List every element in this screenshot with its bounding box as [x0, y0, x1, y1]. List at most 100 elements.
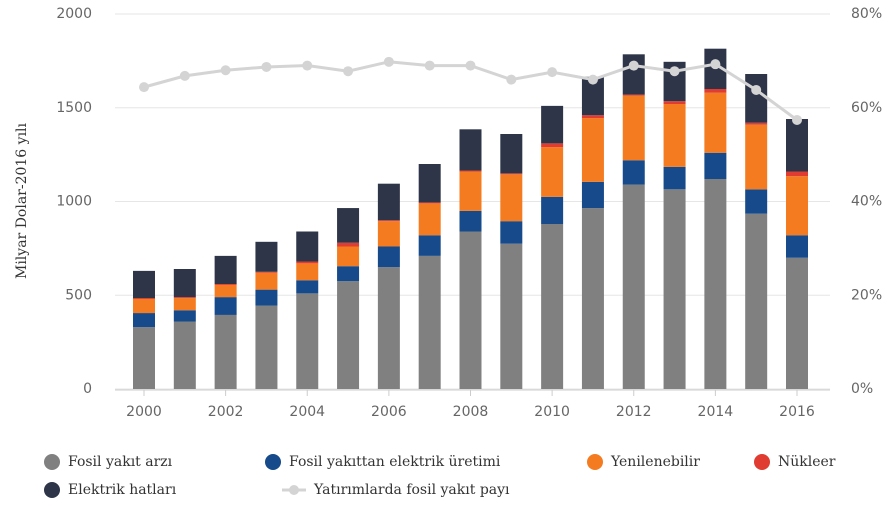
bar-segment: [745, 189, 768, 214]
line-point: [547, 67, 558, 78]
bar-segment: [337, 242, 360, 247]
bar-segment: [377, 183, 400, 221]
bar-segment: [581, 118, 604, 182]
bar-segment: [214, 284, 237, 298]
bar-segment: [296, 263, 319, 281]
legend-label: Elektrik hatları: [68, 482, 177, 498]
bar-segment: [745, 122, 768, 125]
bar-segment: [622, 95, 645, 161]
legend-label: Fosil yakıttan elektrik üretimi: [289, 454, 501, 470]
legend-marker: [754, 454, 770, 470]
bar-segment: [704, 89, 727, 93]
bar-segment: [704, 179, 727, 389]
bar-segment: [296, 280, 319, 294]
legend-label: Yenilenebilir: [610, 454, 700, 470]
bar-segment: [745, 124, 768, 190]
line-point: [383, 56, 394, 67]
bar-segment: [786, 171, 808, 177]
bar-segment: [418, 164, 441, 203]
bar-segment: [337, 246, 360, 267]
bar-segment: [459, 171, 482, 211]
line-point: [261, 61, 272, 72]
y-tick-label: 500: [65, 287, 92, 303]
bar-segment: [622, 54, 645, 95]
line-point: [424, 60, 435, 71]
bar-segment: [214, 255, 237, 284]
line-point: [139, 82, 149, 93]
bar-segment: [622, 160, 645, 185]
y-axis-label: Milyar Dolar-2016 yılı: [14, 122, 30, 279]
bar-segment: [500, 134, 523, 174]
bar-segment: [581, 208, 604, 389]
bar-segment: [459, 129, 482, 171]
bar-segment: [337, 208, 360, 243]
bar-segment: [500, 174, 523, 222]
legend-label: Nükleer: [778, 454, 836, 470]
line-point: [587, 74, 598, 85]
bar-segment: [500, 243, 523, 389]
legend-marker: [587, 454, 603, 470]
bar-segment: [337, 281, 360, 389]
bar-segment: [173, 321, 196, 389]
bar-segment: [500, 221, 523, 244]
x-tick-label: 2004: [289, 404, 325, 420]
line-point: [751, 84, 762, 95]
bar-segment: [377, 221, 400, 247]
bar-segment: [255, 289, 278, 306]
bar-segment: [663, 104, 686, 167]
line-point: [343, 66, 354, 77]
bar-segment: [173, 298, 196, 311]
bar-segment: [255, 241, 278, 272]
bar-segment: [418, 255, 441, 389]
bar-segment: [786, 257, 808, 389]
line-point: [179, 70, 190, 81]
legend-marker: [265, 454, 281, 470]
bar-segment: [255, 271, 278, 273]
y-tick-label: 2000: [56, 6, 92, 22]
y-tick-label: 1000: [56, 194, 92, 210]
bar-segment: [704, 92, 727, 153]
bar-segment: [337, 266, 360, 282]
y-tick-label: 1500: [56, 100, 92, 116]
bar-segment: [133, 270, 155, 299]
bar-segment: [377, 220, 400, 222]
line-point: [506, 74, 517, 85]
bar-segment: [133, 298, 155, 299]
bar-segment: [459, 231, 482, 389]
bar-segment: [459, 210, 482, 232]
legend-marker: [289, 485, 299, 495]
y2-tick-label: 60%: [851, 100, 882, 116]
bar-segment: [704, 152, 727, 179]
x-tick-label: 2012: [616, 404, 652, 420]
bar-segment: [173, 269, 196, 298]
bar-segment: [255, 305, 278, 389]
bar-segment: [459, 170, 482, 172]
legend-marker: [44, 454, 60, 470]
line-point: [220, 65, 231, 76]
bar-segment: [581, 181, 604, 209]
bar-segment: [786, 119, 808, 172]
bar-segment: [622, 94, 645, 96]
bar-segment: [133, 313, 155, 328]
bar-segment: [745, 74, 768, 123]
y2-tick-label: 0%: [851, 381, 873, 397]
bar-segment: [541, 224, 564, 389]
bar-segment: [214, 314, 237, 389]
bar-segment: [663, 189, 686, 389]
line-point: [669, 66, 680, 77]
bar-segment: [133, 327, 155, 389]
y-tick-label: 0: [83, 381, 92, 397]
x-tick-label: 2008: [453, 404, 489, 420]
y2-tick-label: 20%: [851, 287, 882, 303]
bar-segment: [377, 246, 400, 268]
x-tick-label: 2002: [208, 404, 244, 420]
bar-segment: [745, 213, 768, 389]
bar-segment: [541, 196, 564, 224]
bar-segment: [296, 293, 319, 389]
legend-label: Fosil yakıt arzı: [68, 454, 173, 470]
bar-segment: [663, 166, 686, 190]
x-tick-label: 2010: [534, 404, 570, 420]
bar-segment: [296, 231, 319, 262]
bar-segment: [541, 143, 564, 148]
bar-segment: [418, 202, 441, 204]
